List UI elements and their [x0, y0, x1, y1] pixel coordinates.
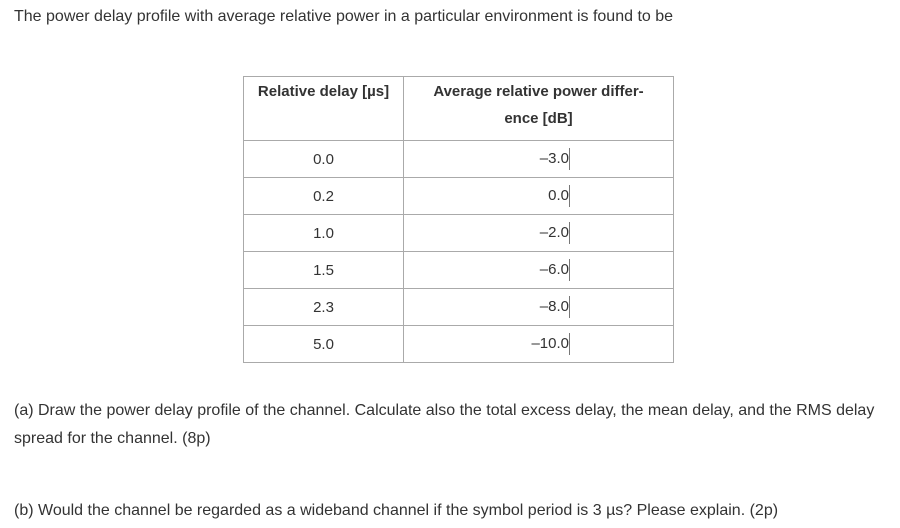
table-row: 0.2 0.0 [243, 177, 674, 215]
delay-cell: 2.3 [243, 288, 404, 326]
power-value: 0.0 [404, 185, 570, 207]
power-cell: –6.0 [403, 251, 674, 289]
header-cell: Average relative power differ-ence [dB] [403, 76, 674, 141]
header-line: ence [dB] [504, 110, 573, 127]
power-value: –3.0 [404, 148, 570, 170]
intro: The power delay profile with average rel… [14, 8, 674, 25]
power-cell: 0.0 [403, 177, 674, 215]
power-cell: –3.0 [403, 140, 674, 178]
table-row: 2.3 –8.0 [243, 288, 674, 326]
delay-cell: 1.5 [243, 251, 404, 289]
power-cell: –8.0 [403, 288, 674, 326]
table-row: 5.0 –10.0 [243, 325, 674, 363]
header-line: Average relative power differ- [433, 83, 644, 100]
delay-cell: 1.0 [243, 214, 404, 252]
data-table: Relative delay [µs] Average relative pow… [243, 76, 674, 363]
table-row: 1.5 –6.0 [243, 251, 674, 289]
table-row: 0.0 –3.0 [243, 140, 674, 178]
delay-cell: 5.0 [243, 325, 404, 363]
power-value: –6.0 [404, 259, 570, 281]
question-a: (a) Draw the power delay profile of the … [14, 402, 875, 447]
power-cell: –10.0 [403, 325, 674, 363]
power-value: –2.0 [404, 222, 570, 244]
power-value: –8.0 [404, 296, 570, 318]
header-cell: Relative delay [µs] [243, 76, 404, 141]
question-b: (b) Would the channel be regarded as a w… [14, 502, 779, 519]
power-cell: –2.0 [403, 214, 674, 252]
delay-cell: 0.2 [243, 177, 404, 215]
delay-cell: 0.0 [243, 140, 404, 178]
power-value: –10.0 [404, 333, 570, 355]
table-row: 1.0 –2.0 [243, 214, 674, 252]
